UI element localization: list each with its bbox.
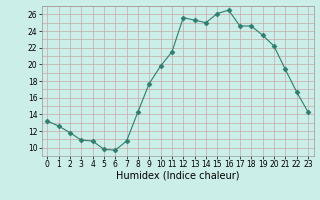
X-axis label: Humidex (Indice chaleur): Humidex (Indice chaleur) (116, 171, 239, 181)
